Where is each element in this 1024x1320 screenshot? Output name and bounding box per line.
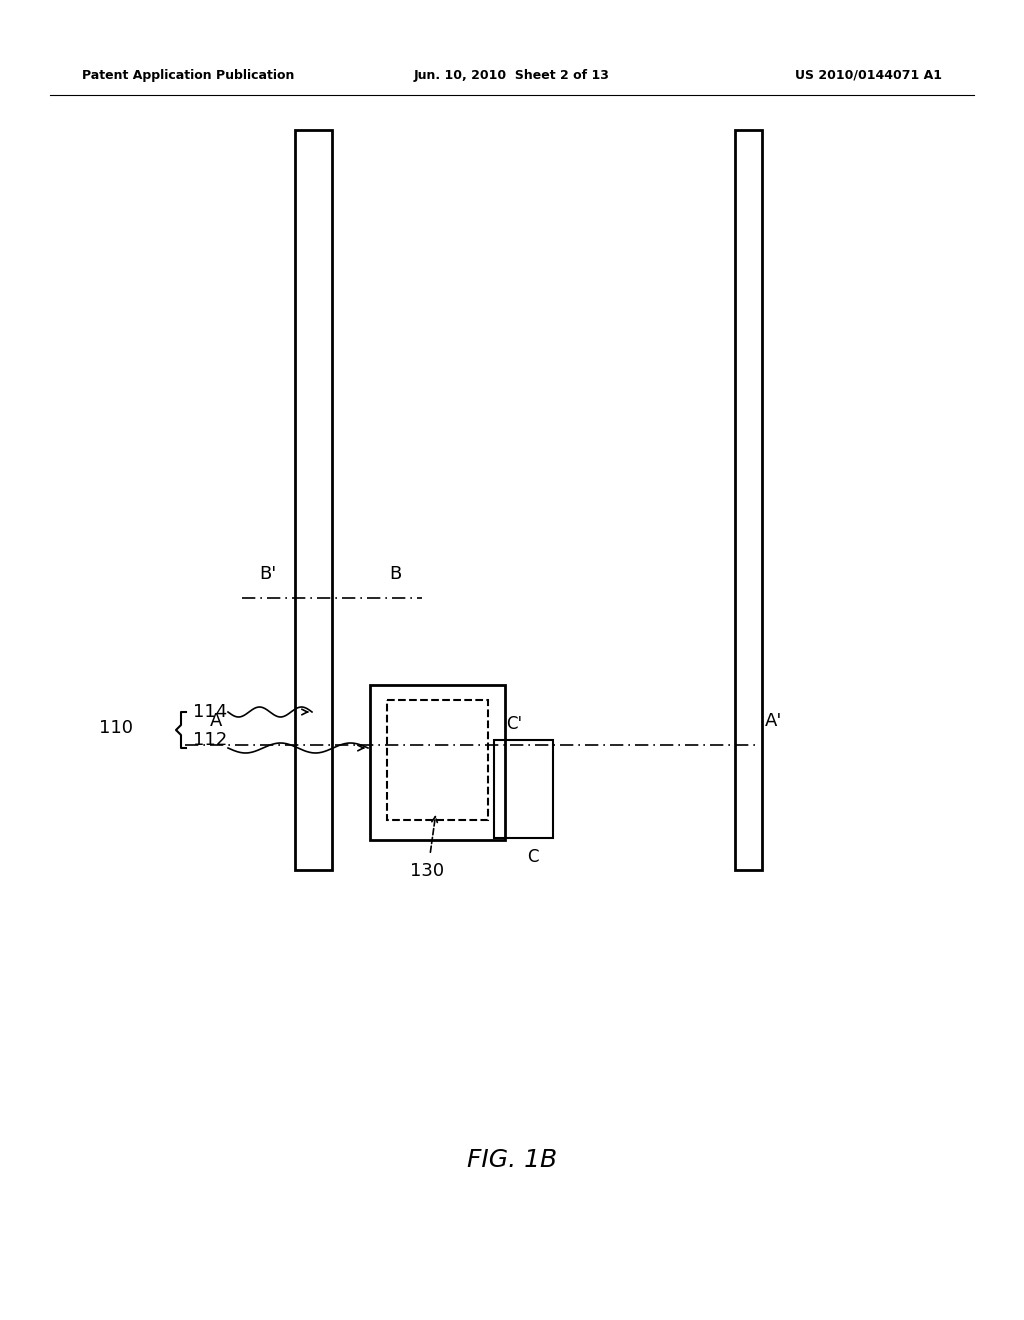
Text: B: B xyxy=(389,565,401,583)
Text: B': B' xyxy=(259,565,276,583)
Text: C': C' xyxy=(506,715,522,733)
Bar xyxy=(370,685,505,840)
Text: A: A xyxy=(210,711,222,730)
Text: 112: 112 xyxy=(193,731,227,748)
Text: Patent Application Publication: Patent Application Publication xyxy=(82,69,294,82)
Bar xyxy=(295,129,332,870)
Text: 110: 110 xyxy=(99,719,133,737)
Bar xyxy=(735,129,762,870)
Text: 130: 130 xyxy=(410,862,444,880)
Text: Jun. 10, 2010  Sheet 2 of 13: Jun. 10, 2010 Sheet 2 of 13 xyxy=(414,69,610,82)
Text: FIG. 1B: FIG. 1B xyxy=(467,1148,557,1172)
Text: 114: 114 xyxy=(193,704,227,721)
Text: US 2010/0144071 A1: US 2010/0144071 A1 xyxy=(795,69,942,82)
Text: A': A' xyxy=(765,711,782,730)
Text: C: C xyxy=(527,847,539,866)
Bar xyxy=(387,700,488,820)
Bar xyxy=(494,741,553,838)
